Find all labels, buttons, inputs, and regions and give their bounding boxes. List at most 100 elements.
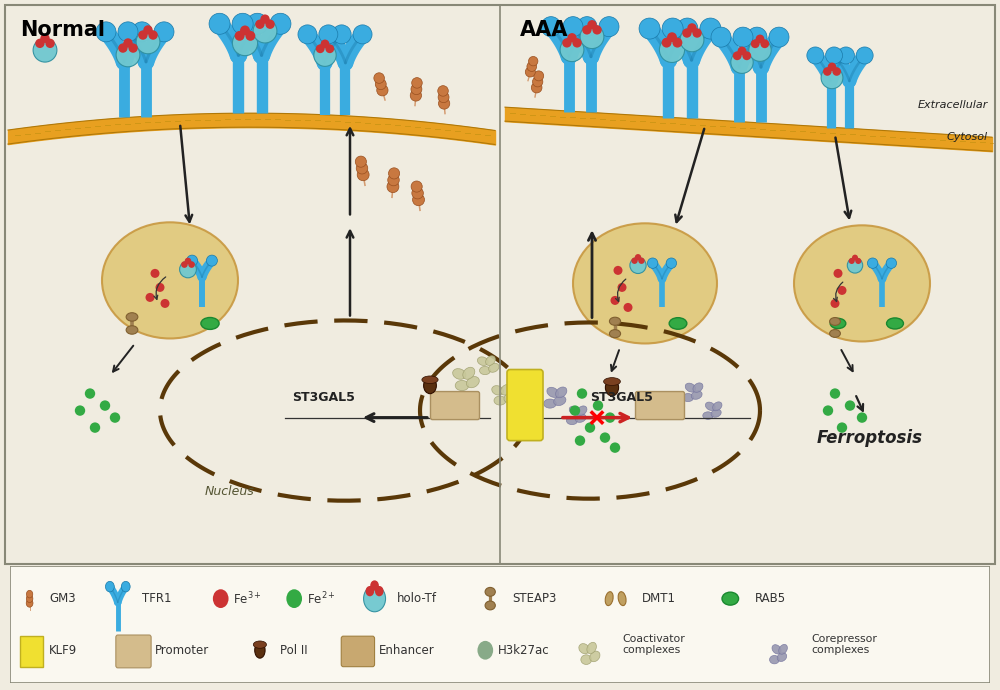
Circle shape: [411, 83, 422, 95]
Circle shape: [605, 413, 615, 423]
Circle shape: [156, 283, 164, 292]
Circle shape: [412, 188, 423, 199]
Circle shape: [247, 13, 268, 34]
Circle shape: [855, 258, 861, 264]
Circle shape: [847, 257, 863, 273]
Circle shape: [529, 57, 538, 66]
Circle shape: [711, 27, 731, 47]
Circle shape: [667, 32, 677, 42]
Circle shape: [232, 30, 258, 56]
Circle shape: [563, 17, 583, 37]
Circle shape: [845, 400, 855, 411]
Circle shape: [375, 586, 384, 596]
Circle shape: [255, 19, 265, 29]
Ellipse shape: [453, 368, 466, 380]
Ellipse shape: [682, 393, 694, 402]
Circle shape: [618, 283, 626, 292]
FancyBboxPatch shape: [636, 391, 685, 420]
Circle shape: [580, 25, 604, 48]
Circle shape: [662, 38, 672, 48]
Ellipse shape: [573, 224, 717, 344]
Text: Ferroptosis: Ferroptosis: [817, 428, 923, 446]
Circle shape: [677, 18, 698, 39]
Circle shape: [325, 44, 334, 53]
Circle shape: [136, 30, 160, 54]
Ellipse shape: [455, 380, 469, 391]
Ellipse shape: [830, 330, 840, 337]
Circle shape: [666, 258, 677, 268]
Circle shape: [209, 13, 230, 34]
FancyBboxPatch shape: [341, 636, 375, 667]
Ellipse shape: [477, 357, 488, 366]
Ellipse shape: [126, 313, 138, 321]
Circle shape: [572, 38, 582, 48]
Circle shape: [749, 39, 771, 61]
Text: Promoter: Promoter: [155, 644, 209, 657]
Circle shape: [830, 299, 840, 308]
Ellipse shape: [711, 409, 721, 417]
Circle shape: [319, 25, 338, 44]
Text: ST3GAL5: ST3GAL5: [292, 391, 355, 404]
Circle shape: [123, 38, 133, 48]
Circle shape: [356, 162, 368, 174]
Circle shape: [577, 17, 597, 37]
Ellipse shape: [504, 393, 515, 402]
Text: RAB5: RAB5: [755, 592, 786, 605]
Ellipse shape: [485, 601, 495, 610]
Circle shape: [240, 26, 250, 35]
Text: STEAP3: STEAP3: [512, 592, 556, 605]
Ellipse shape: [253, 641, 266, 649]
Circle shape: [477, 641, 493, 660]
Ellipse shape: [705, 402, 715, 411]
Circle shape: [26, 591, 33, 598]
Bar: [20, 636, 43, 667]
Text: Coactivator
complexes: Coactivator complexes: [622, 633, 685, 656]
Ellipse shape: [830, 318, 846, 328]
FancyBboxPatch shape: [116, 635, 151, 668]
Circle shape: [731, 51, 753, 73]
Circle shape: [747, 27, 767, 47]
Circle shape: [834, 269, 843, 278]
Circle shape: [624, 303, 633, 312]
Circle shape: [206, 255, 217, 266]
Circle shape: [188, 262, 195, 268]
Circle shape: [562, 38, 572, 48]
Ellipse shape: [722, 592, 739, 605]
Circle shape: [682, 28, 692, 38]
Circle shape: [265, 19, 275, 29]
Ellipse shape: [703, 412, 713, 420]
Ellipse shape: [126, 326, 138, 334]
Circle shape: [807, 47, 824, 64]
Circle shape: [26, 599, 33, 607]
Circle shape: [672, 38, 682, 48]
Circle shape: [533, 77, 543, 87]
Ellipse shape: [489, 363, 499, 373]
Circle shape: [821, 67, 843, 89]
Ellipse shape: [587, 642, 596, 653]
Circle shape: [857, 413, 867, 423]
Circle shape: [838, 286, 846, 295]
Text: Fe$^{2+}$: Fe$^{2+}$: [307, 591, 336, 607]
Circle shape: [700, 18, 721, 39]
Circle shape: [85, 388, 95, 399]
Circle shape: [375, 79, 386, 90]
Circle shape: [232, 13, 253, 34]
Text: AAA: AAA: [520, 20, 568, 40]
Circle shape: [116, 43, 140, 67]
Circle shape: [856, 47, 873, 64]
Circle shape: [35, 39, 45, 48]
Circle shape: [33, 38, 57, 62]
Circle shape: [832, 67, 841, 76]
Ellipse shape: [102, 222, 238, 339]
Ellipse shape: [479, 366, 490, 375]
Circle shape: [826, 47, 843, 64]
Circle shape: [823, 405, 833, 416]
Text: GM3: GM3: [49, 592, 76, 605]
Circle shape: [687, 23, 697, 32]
Ellipse shape: [581, 655, 592, 664]
Circle shape: [253, 19, 277, 43]
Ellipse shape: [255, 642, 265, 658]
Circle shape: [849, 258, 855, 264]
Ellipse shape: [669, 317, 687, 329]
FancyBboxPatch shape: [431, 391, 480, 420]
